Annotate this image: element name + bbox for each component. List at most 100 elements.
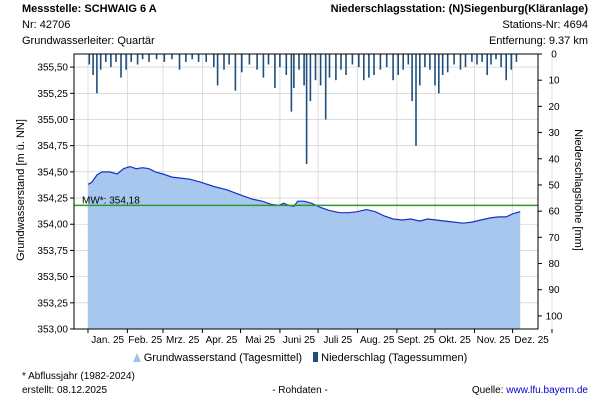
x-tick-label: Nov. 25 xyxy=(477,335,511,346)
mean-water-level-label: MW*: 354,18 xyxy=(82,195,140,206)
precipitation-bar xyxy=(319,54,322,86)
precipitation-bar xyxy=(392,54,394,81)
right-tick-label: 20 xyxy=(548,102,560,113)
right-tick-label: 50 xyxy=(548,180,560,191)
precipitation-bar xyxy=(373,54,375,75)
precipitation-bar xyxy=(476,54,478,65)
precipitation-bar xyxy=(453,54,455,65)
right-tick-label: 60 xyxy=(548,207,560,218)
left-tick-label: 353,00 xyxy=(37,325,68,336)
x-tick-label: Mai 25 xyxy=(245,335,275,346)
legend: Grundwasserstand (Tagesmittel) Niedersch… xyxy=(0,352,600,365)
precipitation-bar xyxy=(328,54,331,78)
left-tick-label: 354,50 xyxy=(37,167,68,178)
precipitation-bar xyxy=(293,54,295,88)
raw-data-note: - Rohdaten - xyxy=(272,385,328,396)
precipitation-bar xyxy=(446,54,449,73)
precipitation-bar xyxy=(298,54,300,70)
right-tick-label: 70 xyxy=(548,233,560,244)
groundwater-legend-swatch xyxy=(132,352,141,362)
precipitation-bar xyxy=(397,54,399,75)
precipitation-bar xyxy=(191,54,193,60)
precipitation-bar xyxy=(324,54,327,120)
precipitation-bar xyxy=(197,54,200,62)
left-tick-label: 354,75 xyxy=(37,141,68,152)
precipitation-bar xyxy=(290,54,293,112)
precipitation-bar xyxy=(96,54,98,94)
precipitation-bar xyxy=(248,54,251,65)
right-tick-label: 0 xyxy=(551,50,557,61)
groundwater-area xyxy=(88,166,521,329)
x-tick-label: Juni 25 xyxy=(283,335,316,346)
right-tick-label: 10 xyxy=(548,76,560,87)
source-link[interactable]: www.lfu.bayern.de xyxy=(506,385,588,396)
precipitation-bar xyxy=(402,54,404,70)
mean-footnote: * Abflussjahr (1982-2024) xyxy=(22,371,135,382)
right-axis-title: Niederschlagshöhe [mm] xyxy=(572,129,584,251)
precipitation-bar xyxy=(363,54,365,81)
precipitation-bar xyxy=(136,54,139,65)
precipitation-bar xyxy=(305,54,308,164)
left-tick-label: 354,25 xyxy=(37,194,68,205)
x-axis-ticks: Jan. 25 Feb. 25 Mrz. 25 Apr. 25 Mai 25 Juni 2… xyxy=(87,329,553,346)
precipitation-bar xyxy=(505,54,507,81)
precipitation-bar xyxy=(120,54,122,78)
precipitation-bar xyxy=(495,54,497,60)
source-prefix: Quelle: xyxy=(471,385,507,396)
precipitation-bar xyxy=(241,54,243,73)
precipitation-bar xyxy=(486,54,488,75)
precipitation-bar xyxy=(99,54,102,70)
precipitation-bar xyxy=(500,54,502,68)
precipitation-legend-swatch xyxy=(313,352,319,363)
x-tick-label: Dez. 25 xyxy=(514,335,549,346)
left-tick-label: 355,00 xyxy=(37,115,68,126)
precipitation-bar xyxy=(274,54,276,88)
precipitation-bar xyxy=(358,54,360,68)
left-tick-label: 355,50 xyxy=(37,63,68,74)
precipitation-bar xyxy=(464,54,467,68)
source-credit: Quelle: www.lfu.bayern.de xyxy=(472,385,588,397)
precipitation-bar xyxy=(434,54,436,86)
right-tick-label: 90 xyxy=(548,285,560,296)
precipitation-bar xyxy=(262,54,265,78)
x-tick-label: Mrz. 25 xyxy=(166,335,200,346)
precipitation-bar xyxy=(92,54,94,75)
precipitation-bar xyxy=(256,54,258,70)
precipitation-bar xyxy=(125,54,127,70)
precipitation-bar xyxy=(335,54,337,81)
precipitation-bar xyxy=(178,54,181,70)
right-axis-ticks: 0 10 20 30 40 50 60 70 80 90 100 xyxy=(538,50,563,322)
precipitation-bar xyxy=(223,54,225,70)
precipitation-bar xyxy=(515,54,518,62)
precipitation-legend-label: Niederschlag (Tagessummen) xyxy=(321,352,468,364)
left-tick-label: 353,25 xyxy=(37,298,68,309)
precipitation-bar xyxy=(141,54,144,60)
precipitation-bar xyxy=(424,54,426,68)
plot-frame xyxy=(73,53,539,330)
created-date: erstellt: 08.12.2025 xyxy=(22,385,108,396)
x-tick-label: Sept. 25 xyxy=(397,335,435,346)
x-tick-label: Aug. 25 xyxy=(360,335,395,346)
left-axis-ticks: 353,00 353,25 353,50 353,75 354,00 354,25 354,… xyxy=(37,63,74,336)
right-tick-label: 100 xyxy=(546,311,563,322)
precipitation-bar xyxy=(510,54,513,70)
precipitation-bar xyxy=(130,54,132,62)
x-tick-label: Juli 25 xyxy=(323,335,352,346)
precipitation-bar xyxy=(415,54,417,146)
precipitation-bar xyxy=(213,54,215,68)
precipitation-bar xyxy=(407,54,410,65)
right-tick-label: 30 xyxy=(548,128,560,139)
precipitation-bar xyxy=(279,54,281,68)
aquifer-label: Grundwasserleiter: Quartär xyxy=(22,35,155,47)
precipitation-bar xyxy=(471,54,473,62)
rain-station-title: Niederschlagsstation: (N)Siegenburg(Klär… xyxy=(330,3,588,15)
precipitation-bar xyxy=(419,54,421,86)
precipitation-bar xyxy=(438,54,440,94)
precipitation-bar xyxy=(385,54,388,68)
precipitation-bars xyxy=(88,54,518,164)
groundwater-line xyxy=(87,165,521,224)
precipitation-bar xyxy=(88,54,91,65)
precipitation-bar xyxy=(314,54,317,81)
precipitation-bar xyxy=(441,54,444,75)
